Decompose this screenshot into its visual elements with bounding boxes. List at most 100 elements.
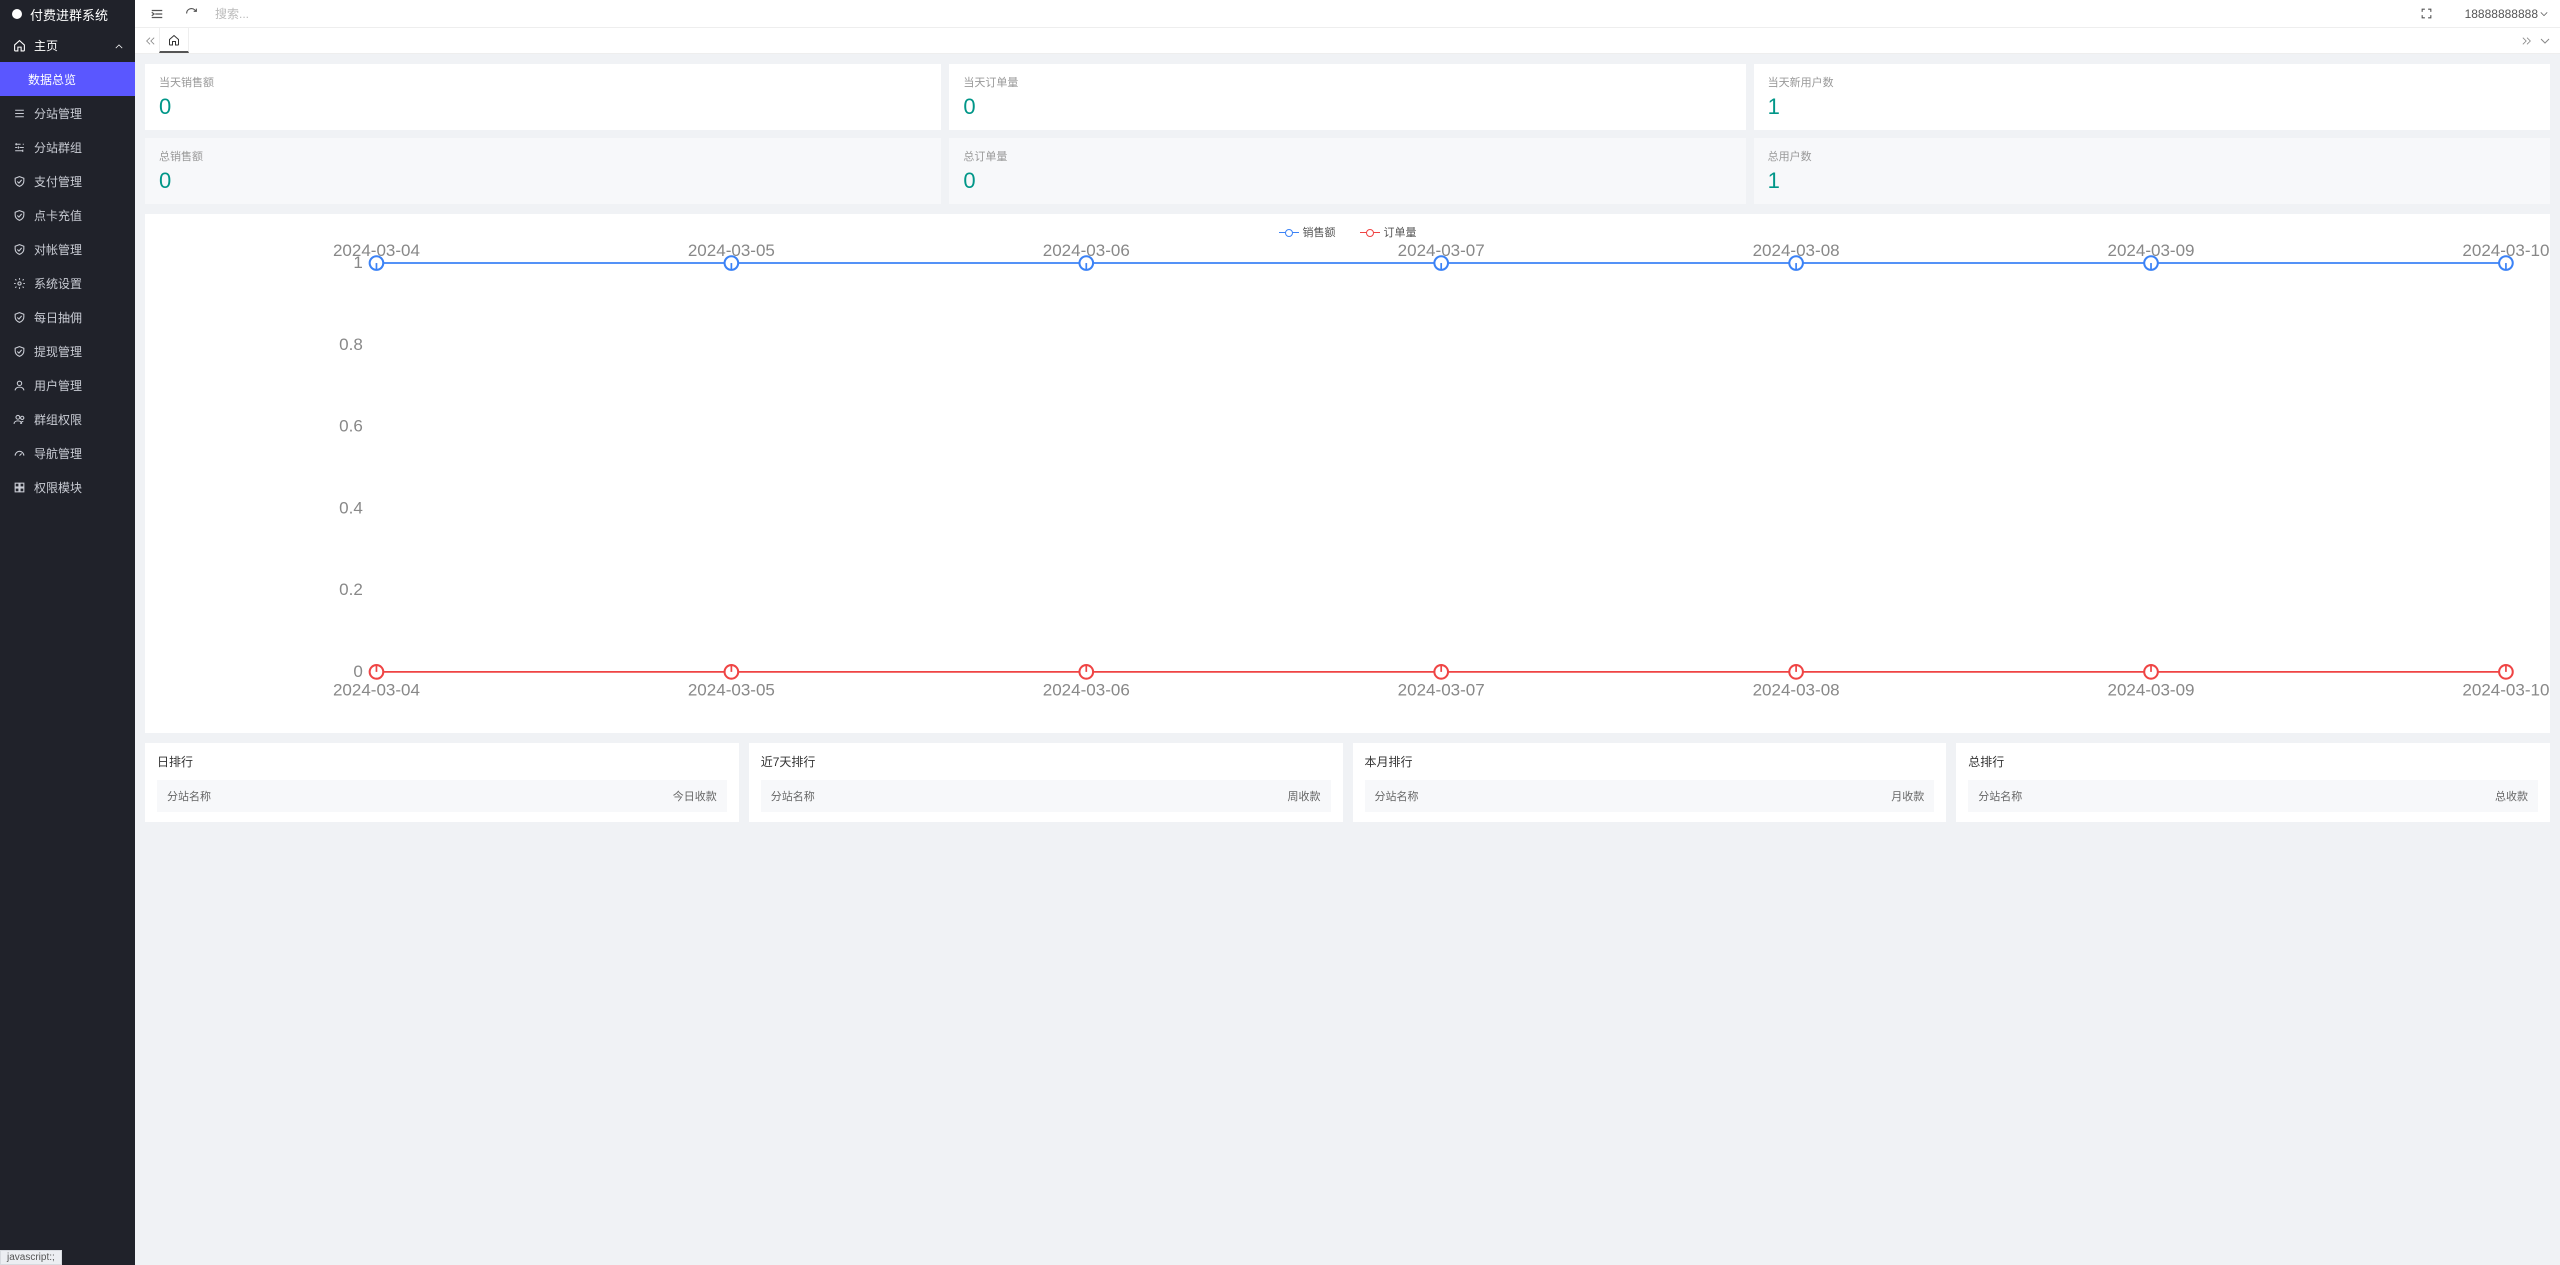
x-tick-label-top: 2024-03-09 xyxy=(2107,241,2194,260)
stat-card: 总销售额 0 xyxy=(145,138,941,204)
content: 当天销售额0当天订单量0当天新用户数1 总销售额0总订单量0总用户数1 销售额订… xyxy=(135,54,2560,1265)
sidebar-item-9[interactable]: 提现管理 xyxy=(0,334,135,368)
stat-value: 0 xyxy=(963,94,1731,120)
sidebar-item-6[interactable]: 对帐管理 xyxy=(0,232,135,266)
sidebar-item-3[interactable]: 分站群组 xyxy=(0,130,135,164)
x-tick-label-top: 2024-03-10 xyxy=(2462,241,2549,260)
stat-value: 1 xyxy=(1768,94,2536,120)
legend-item[interactable]: 订单量 xyxy=(1360,224,1417,240)
main: 18888888888 当天销售额0当天订单量0当天新用户数1 总销售额0总订单… xyxy=(135,0,2560,1265)
sidebar-item-10[interactable]: 用户管理 xyxy=(0,368,135,402)
ranking-col-amount: 今日收款 xyxy=(442,788,717,804)
sidebar-item-label: 提现管理 xyxy=(34,343,82,360)
ranking-col-amount: 总收款 xyxy=(2253,788,2528,804)
sidebar-menu: 主页数据总览分站管理分站群组支付管理点卡充值对帐管理系统设置每日抽佣提现管理用户… xyxy=(0,28,135,1265)
chevron-down-icon xyxy=(2540,10,2548,18)
ranking-col-name: 分站名称 xyxy=(167,788,442,804)
shield-icon xyxy=(12,344,26,358)
legend-item[interactable]: 销售额 xyxy=(1279,224,1336,240)
home-icon xyxy=(12,38,26,52)
stat-label: 当天销售额 xyxy=(159,74,927,90)
stat-card: 当天新用户数 1 xyxy=(1754,64,2550,130)
sidebar-item-2[interactable]: 分站管理 xyxy=(0,96,135,130)
stats-row-total: 总销售额0总订单量0总用户数1 xyxy=(145,138,2550,204)
sidebar-item-8[interactable]: 每日抽佣 xyxy=(0,300,135,334)
sidebar-item-4[interactable]: 支付管理 xyxy=(0,164,135,198)
stat-label: 总销售额 xyxy=(159,148,927,164)
sidebar-item-label: 主页 xyxy=(34,37,58,54)
chevron-up-icon xyxy=(115,38,123,52)
shield-icon xyxy=(12,208,26,222)
x-tick-label-top: 2024-03-07 xyxy=(1398,241,1485,260)
home-icon xyxy=(168,34,180,46)
brand-title: 付费进群系统 xyxy=(30,5,108,24)
chevron-down-icon xyxy=(2540,38,2550,44)
sidebar-item-label: 每日抽佣 xyxy=(34,309,82,326)
toggle-sidebar-button[interactable] xyxy=(147,4,167,24)
ranking-title: 日排行 xyxy=(157,753,727,770)
brand-dot-icon xyxy=(12,9,22,19)
y-tick-label: 0.6 xyxy=(339,417,363,436)
y-tick-label: 0 xyxy=(353,662,362,681)
sidebar-item-label: 支付管理 xyxy=(34,173,82,190)
user-menu[interactable]: 18888888888 xyxy=(2465,7,2548,21)
x-tick-label-bottom: 2024-03-08 xyxy=(1753,681,1840,700)
tabs-more[interactable] xyxy=(2536,38,2554,44)
stat-card: 当天订单量 0 xyxy=(949,64,1745,130)
sidebar-item-label: 对帐管理 xyxy=(34,241,82,258)
stat-card: 当天销售额0 xyxy=(145,64,941,130)
ranking-col-name: 分站名称 xyxy=(1978,788,2253,804)
sidebar-item-1[interactable]: 数据总览 xyxy=(0,62,135,96)
sidebar-item-7[interactable]: 系统设置 xyxy=(0,266,135,300)
x-tick-label-bottom: 2024-03-05 xyxy=(688,681,775,700)
sidebar-item-label: 用户管理 xyxy=(34,377,82,394)
stat-value: 0 xyxy=(159,168,927,194)
sidebar-item-label: 权限模块 xyxy=(34,479,82,496)
y-tick-label: 0.2 xyxy=(339,580,363,599)
brand: 付费进群系统 xyxy=(0,0,135,28)
stats-row-today: 当天销售额0 当天订单量 0 当天新用户数 1 xyxy=(145,64,2550,130)
sidebar-item-11[interactable]: 群组权限 xyxy=(0,402,135,436)
x-tick-label-bottom: 2024-03-04 xyxy=(333,681,420,700)
sidebar: 付费进群系统 主页数据总览分站管理分站群组支付管理点卡充值对帐管理系统设置每日抽… xyxy=(0,0,135,1265)
stat-label: 总用户数 xyxy=(1768,148,2536,164)
stat-value: 1 xyxy=(1768,168,2536,194)
sidebar-item-label: 系统设置 xyxy=(34,275,82,292)
tabs-right xyxy=(2518,28,2554,53)
user-label: 18888888888 xyxy=(2465,7,2538,21)
chart-legend: 销售额 订单量 xyxy=(155,224,2540,240)
fullscreen-button[interactable] xyxy=(2417,4,2437,24)
shield-icon xyxy=(12,310,26,324)
chart-wrap: 00.20.40.60.812024-03-042024-03-042024-0… xyxy=(155,246,2540,723)
ranking-col-name: 分站名称 xyxy=(1375,788,1650,804)
shield-icon xyxy=(12,174,26,188)
rankings-row: 日排行分站名称今日收款近7天排行分站名称周收款本月排行分站名称月收款总排行分站名… xyxy=(145,743,2550,822)
tabs-scroll-right[interactable] xyxy=(2518,36,2536,46)
users-icon xyxy=(12,412,26,426)
ranking-header: 分站名称今日收款 xyxy=(157,780,727,812)
sidebar-item-label: 数据总览 xyxy=(28,71,76,88)
sidebar-item-13[interactable]: 权限模块 xyxy=(0,470,135,504)
ranking-header: 分站名称周收款 xyxy=(761,780,1331,812)
stat-label: 当天订单量 xyxy=(963,74,1731,90)
tabs xyxy=(159,28,2518,53)
ranking-title: 本月排行 xyxy=(1365,753,1935,770)
ranking-col-amount: 周收款 xyxy=(1046,788,1321,804)
sidebar-item-5[interactable]: 点卡充值 xyxy=(0,198,135,232)
ranking-title: 近7天排行 xyxy=(761,753,1331,770)
sidebar-item-12[interactable]: 导航管理 xyxy=(0,436,135,470)
stat-label: 当天新用户数 xyxy=(1768,74,2536,90)
topbar-right: 18888888888 xyxy=(2417,4,2548,24)
stat-card: 总用户数 1 xyxy=(1754,138,2550,204)
refresh-button[interactable] xyxy=(181,4,201,24)
tabs-scroll-left[interactable] xyxy=(141,28,159,53)
grid-icon xyxy=(12,480,26,494)
sidebar-item-label: 点卡充值 xyxy=(34,207,82,224)
search-input[interactable] xyxy=(215,7,415,21)
legend-label: 销售额 xyxy=(1303,224,1336,240)
topbar: 18888888888 xyxy=(135,0,2560,28)
x-tick-label-top: 2024-03-06 xyxy=(1043,241,1130,260)
tab-home[interactable] xyxy=(159,28,189,53)
ranking-col-amount: 月收款 xyxy=(1649,788,1924,804)
sidebar-item-0[interactable]: 主页 xyxy=(0,28,135,62)
